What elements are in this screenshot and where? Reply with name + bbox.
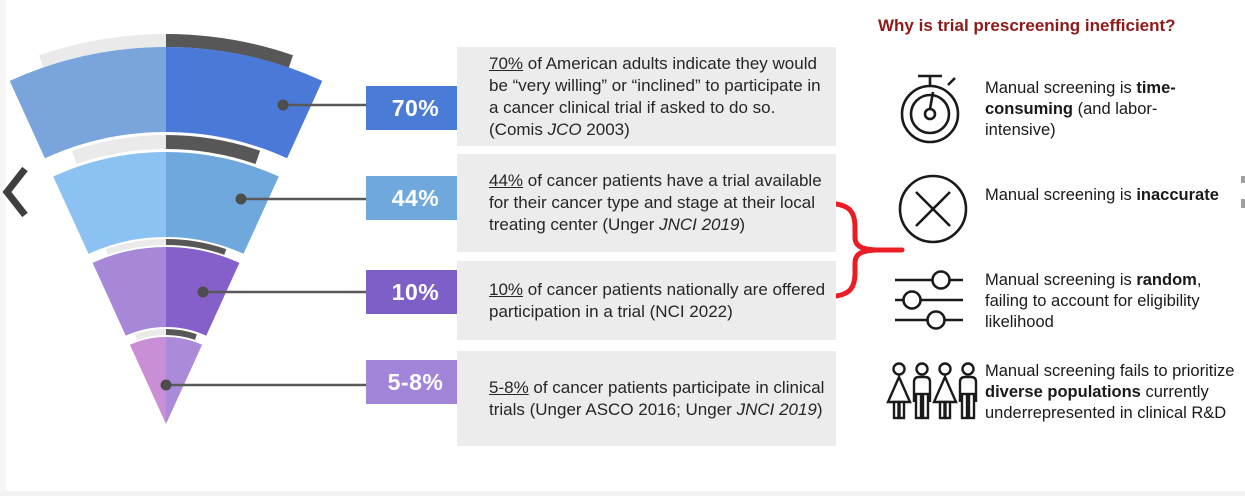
leader-dot	[197, 286, 209, 298]
badge-70: 70%	[366, 86, 465, 130]
panel-item-inaccurate: Manual screening is inaccurate	[985, 186, 1219, 204]
panel-title: Why is trial prescreening inefficient?	[878, 16, 1176, 35]
funnel-segment-5-8	[129, 336, 203, 424]
panel-item-random: Manual screening is random, failing to a…	[985, 271, 1202, 331]
callout-text: 44% of cancer patients have a trial avai…	[489, 171, 822, 234]
bottom-edge-strip	[0, 491, 1245, 496]
badge-5-8: 5-8%	[366, 360, 465, 404]
leader-lines	[160, 99, 368, 391]
badge-10: 10%	[366, 270, 465, 314]
funnel-back-shadow	[39, 34, 293, 340]
callout-44: 44% of cancer patients have a trial avai…	[457, 154, 836, 252]
leader-dot	[235, 193, 247, 205]
callout-10: 10% of cancer patients nationally are of…	[457, 261, 836, 340]
right-edge-marks	[1241, 176, 1245, 208]
leader-dot	[160, 379, 172, 391]
circle-x-icon	[898, 174, 968, 244]
callout-70: 70% of American adults indicate they wou…	[457, 47, 836, 146]
callout-text: 5-8% of cancer patients participate in c…	[489, 377, 825, 419]
left-edge-strip	[0, 0, 6, 496]
leader-dot	[277, 99, 289, 111]
chevron-left-icon[interactable]	[2, 166, 28, 218]
people-icon	[886, 362, 978, 420]
brace-annotation	[824, 200, 905, 300]
panel-item-diverse-populations: Manual screening fails to prioritize div…	[985, 362, 1235, 422]
funnel-segment-44	[53, 152, 279, 254]
funnel-segment-70	[9, 46, 323, 159]
stopwatch-icon	[900, 74, 960, 144]
badge-44: 44%	[366, 176, 465, 220]
callout-text: 70% of American adults indicate they wou…	[489, 53, 821, 139]
sliders-icon	[895, 270, 963, 330]
callout-5-8: 5-8% of cancer patients participate in c…	[457, 351, 836, 446]
callout-text: 10% of cancer patients nationally are of…	[489, 279, 826, 321]
panel-item-time-consuming: Manual screening is time-consuming (and …	[985, 79, 1176, 139]
